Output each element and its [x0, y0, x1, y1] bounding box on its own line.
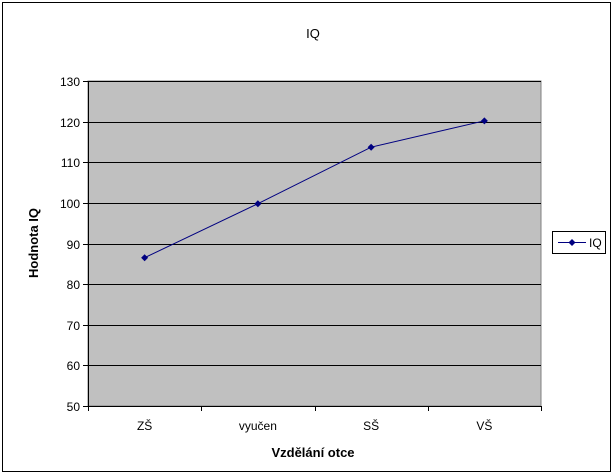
- x-tick-label: vyučen: [239, 419, 277, 433]
- legend-marker-iq: [568, 239, 576, 246]
- chart-title: IQ: [306, 26, 320, 41]
- data-point-iq: [367, 143, 375, 151]
- y-tick-label: 120: [60, 116, 80, 130]
- y-tick-labels: 50 60 70 80 90 100 110 120 130: [60, 75, 80, 414]
- y-tick-label: 100: [60, 197, 80, 211]
- y-axis-title: Hodnota IQ: [26, 208, 41, 278]
- y-tick-label: 80: [67, 278, 81, 292]
- legend-label-iq: IQ: [589, 236, 602, 250]
- axes: [83, 81, 542, 411]
- series-line-iq: [144, 120, 485, 259]
- series-iq: [141, 117, 488, 262]
- data-point-iq: [480, 117, 488, 125]
- x-tick-labels: ZŠ vyučen SŠ VŠ: [137, 418, 492, 433]
- gridlines: [88, 81, 541, 366]
- y-tick-label: 70: [67, 319, 81, 333]
- x-tick-label: ZŠ: [137, 418, 152, 433]
- x-axis-title: Vzdělání otce: [271, 445, 354, 460]
- y-tick-label: 130: [60, 75, 80, 89]
- plot-area: [87, 80, 542, 407]
- x-tick-label: SŠ: [363, 418, 379, 433]
- y-tick-label: 60: [67, 359, 81, 373]
- data-point-iq: [141, 254, 149, 262]
- y-tick-label: 110: [61, 156, 80, 170]
- x-tick-label: VŠ: [476, 418, 492, 433]
- legend: IQ: [552, 231, 606, 254]
- data-point-iq: [254, 200, 262, 208]
- y-tick-label: 90: [67, 238, 81, 252]
- y-tick-label: 50: [67, 400, 81, 414]
